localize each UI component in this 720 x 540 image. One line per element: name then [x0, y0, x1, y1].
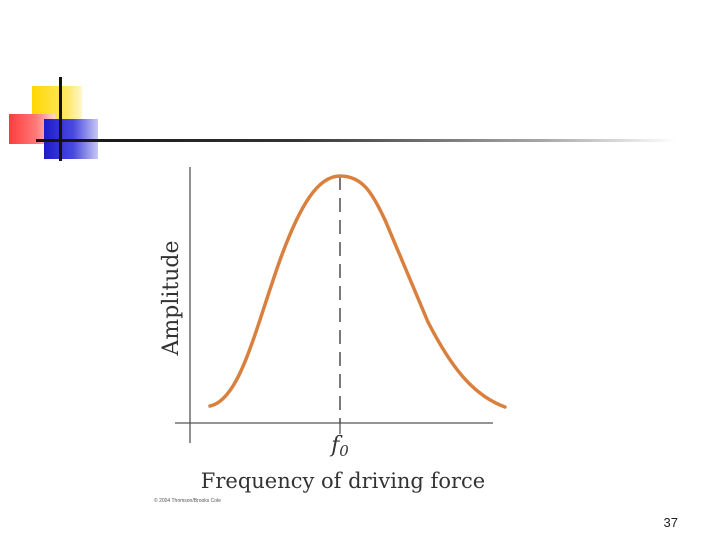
amplitude-curve — [208, 174, 507, 409]
decor-vertical-rule — [59, 77, 62, 161]
f0-label: f0 — [329, 433, 349, 460]
x-axis-label: Frequency of driving force — [201, 469, 485, 493]
decor-title-rule — [36, 139, 676, 142]
figure-credit: © 2004 Thomson/Brooks Cole — [154, 497, 221, 504]
page-number: 37 — [663, 515, 678, 530]
y-axis-label: Amplitude — [159, 240, 184, 356]
